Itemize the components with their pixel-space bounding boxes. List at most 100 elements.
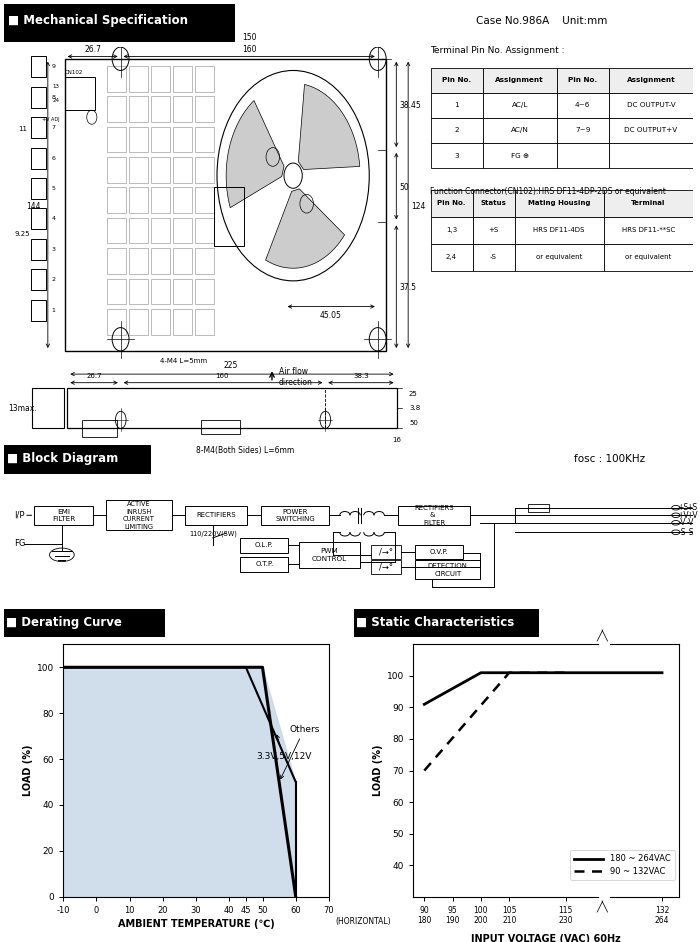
Text: +V ADJ: +V ADJ xyxy=(42,117,60,122)
Text: ■ Static Characteristics: ■ Static Characteristics xyxy=(356,616,514,629)
Bar xyxy=(195,66,214,91)
Bar xyxy=(354,609,539,637)
Text: 1,3: 1,3 xyxy=(446,227,457,234)
Bar xyxy=(173,66,192,91)
Bar xyxy=(129,126,148,153)
Text: 2: 2 xyxy=(454,127,459,134)
Bar xyxy=(173,187,192,213)
Bar xyxy=(195,248,214,274)
Text: Assignment: Assignment xyxy=(626,77,676,83)
Bar xyxy=(556,143,609,169)
Bar xyxy=(173,157,192,183)
Bar xyxy=(107,96,126,122)
Text: Terminal: Terminal xyxy=(631,201,666,206)
Text: Air flow
direction: Air flow direction xyxy=(279,367,313,386)
Bar xyxy=(173,279,192,304)
Text: Status: Status xyxy=(481,201,506,206)
Bar xyxy=(107,279,126,304)
Bar xyxy=(107,218,126,243)
Text: HRS DF11-**SC: HRS DF11-**SC xyxy=(622,227,675,234)
Bar xyxy=(64,77,95,110)
Text: -S: -S xyxy=(686,528,694,537)
Text: Pin No.: Pin No. xyxy=(568,77,597,83)
Text: Pin No.: Pin No. xyxy=(442,77,471,83)
Text: (HORIZONTAL): (HORIZONTAL) xyxy=(336,918,391,926)
Text: DC OUTPUT-V: DC OUTPUT-V xyxy=(626,103,676,108)
Bar xyxy=(430,92,483,118)
Bar xyxy=(430,68,483,92)
Text: 7: 7 xyxy=(51,125,55,130)
Bar xyxy=(151,126,169,153)
Bar xyxy=(556,92,609,118)
Bar xyxy=(195,279,214,304)
Text: FG: FG xyxy=(14,539,25,548)
Text: +V: +V xyxy=(677,511,689,520)
Bar xyxy=(129,157,148,183)
Polygon shape xyxy=(226,101,284,207)
Text: 13: 13 xyxy=(52,85,60,89)
Bar xyxy=(214,187,244,246)
Bar xyxy=(34,506,92,525)
Bar xyxy=(31,87,46,108)
Text: 3: 3 xyxy=(454,153,459,158)
Y-axis label: LOAD (%): LOAD (%) xyxy=(372,745,383,796)
180 ~ 264VAC xyxy=(561,667,570,678)
Bar xyxy=(430,143,483,169)
Text: 3.3V,5V,12V: 3.3V,5V,12V xyxy=(256,735,312,761)
Line: 180 ~ 264VAC: 180 ~ 264VAC xyxy=(424,673,662,705)
Bar xyxy=(4,4,234,41)
Bar xyxy=(31,117,46,138)
Text: 38.45: 38.45 xyxy=(400,101,421,110)
Bar xyxy=(195,157,214,183)
Bar xyxy=(173,248,192,274)
Bar xyxy=(4,609,164,637)
X-axis label: AMBIENT TEMPERATURE (℃): AMBIENT TEMPERATURE (℃) xyxy=(118,919,274,929)
Bar xyxy=(195,218,214,243)
Bar xyxy=(129,218,148,243)
Polygon shape xyxy=(63,667,295,897)
Text: Assignment: Assignment xyxy=(496,77,544,83)
Text: fosc : 100KHz: fosc : 100KHz xyxy=(574,453,645,463)
Bar xyxy=(129,66,148,91)
Bar xyxy=(483,143,556,169)
Text: +V: +V xyxy=(686,511,698,520)
Text: 160: 160 xyxy=(216,373,229,379)
Text: 150: 150 xyxy=(242,33,256,42)
Bar xyxy=(528,504,549,512)
Text: /→°: /→° xyxy=(379,547,393,557)
Bar xyxy=(603,217,693,244)
Bar xyxy=(82,420,117,437)
Bar xyxy=(151,96,169,122)
Bar xyxy=(603,190,693,217)
Text: 11: 11 xyxy=(18,126,27,132)
Bar xyxy=(483,92,556,118)
Bar xyxy=(173,126,192,153)
Bar xyxy=(31,238,46,260)
Bar xyxy=(430,118,483,143)
Text: O.L.P.: O.L.P. xyxy=(255,543,274,548)
Text: 4-M4 L=5mm: 4-M4 L=5mm xyxy=(160,358,206,364)
Bar xyxy=(483,118,556,143)
Text: 26.7: 26.7 xyxy=(86,373,102,379)
Text: 25: 25 xyxy=(409,391,418,398)
Text: 50: 50 xyxy=(400,183,410,192)
Bar xyxy=(173,218,192,243)
Bar xyxy=(370,560,402,574)
Text: DC OUTPUT+V: DC OUTPUT+V xyxy=(624,127,678,134)
Bar xyxy=(609,143,693,169)
Text: 225: 225 xyxy=(224,361,238,370)
Text: ■ Mechanical Specification: ■ Mechanical Specification xyxy=(8,14,188,27)
Bar xyxy=(430,217,473,244)
90 ~ 132VAC xyxy=(505,667,513,678)
Polygon shape xyxy=(265,189,344,268)
Text: DETECTION
CIRCUIT: DETECTION CIRCUIT xyxy=(428,563,468,577)
Bar xyxy=(106,500,172,530)
Line: 90 ~ 132VAC: 90 ~ 132VAC xyxy=(424,673,566,771)
Text: 33.5: 33.5 xyxy=(84,33,102,42)
Bar xyxy=(129,187,148,213)
Text: CN102: CN102 xyxy=(64,70,83,75)
Bar xyxy=(195,126,214,153)
Bar xyxy=(603,244,693,270)
Text: O.T.P.: O.T.P. xyxy=(255,561,274,567)
Text: 24: 24 xyxy=(52,98,60,104)
